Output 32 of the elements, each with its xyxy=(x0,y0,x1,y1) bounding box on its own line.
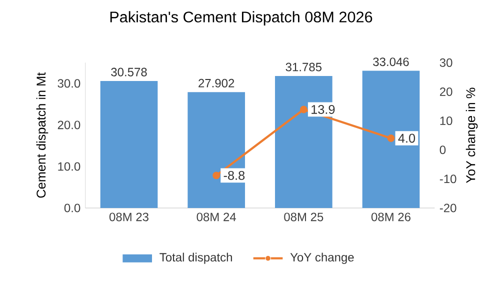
y-tick-label: 30.0 xyxy=(58,79,80,88)
chart-title: Pakistan's Cement Dispatch 08M 2026 xyxy=(110,11,372,26)
data-label: -8.8 xyxy=(224,170,245,180)
y-tick-label: 20.0 xyxy=(58,120,80,130)
y2-tick-label: 0 xyxy=(440,146,446,154)
point xyxy=(387,134,395,142)
data-label: 27.902 xyxy=(198,78,234,88)
data-label: 33.046 xyxy=(373,58,409,66)
y-tick-label: 10.0 xyxy=(58,162,80,171)
y2-axis-title: YoY change in % xyxy=(466,88,478,184)
y-axis-title: Cement dispatch in Mt xyxy=(36,72,48,198)
point xyxy=(300,106,308,114)
y2-tick-label: -20 xyxy=(440,204,456,212)
data-label: 13.9 xyxy=(312,104,335,114)
x-tick-label: 08M 24 xyxy=(196,212,236,222)
data-label: 30.578 xyxy=(111,68,147,76)
bar xyxy=(362,70,420,208)
x-tick-label: 08M 25 xyxy=(284,212,324,222)
bar xyxy=(100,81,158,208)
data-label: 4.0 xyxy=(398,134,416,143)
legend-label: YoY change xyxy=(290,252,354,264)
data-label: 31.785 xyxy=(286,62,322,72)
bar xyxy=(188,92,246,208)
y2-tick-label: 30 xyxy=(440,58,452,67)
y-tick-label: 0.0 xyxy=(64,204,80,212)
y2-tick-label: 20 xyxy=(440,87,452,96)
x-tick-label: 08M 26 xyxy=(371,212,410,222)
x-tick-label: 08M 23 xyxy=(109,212,148,222)
y2-tick-label: -10 xyxy=(440,174,456,184)
y2-tick-label: 10 xyxy=(440,116,452,126)
point xyxy=(212,172,220,180)
legend-label: Total dispatch xyxy=(160,252,232,264)
